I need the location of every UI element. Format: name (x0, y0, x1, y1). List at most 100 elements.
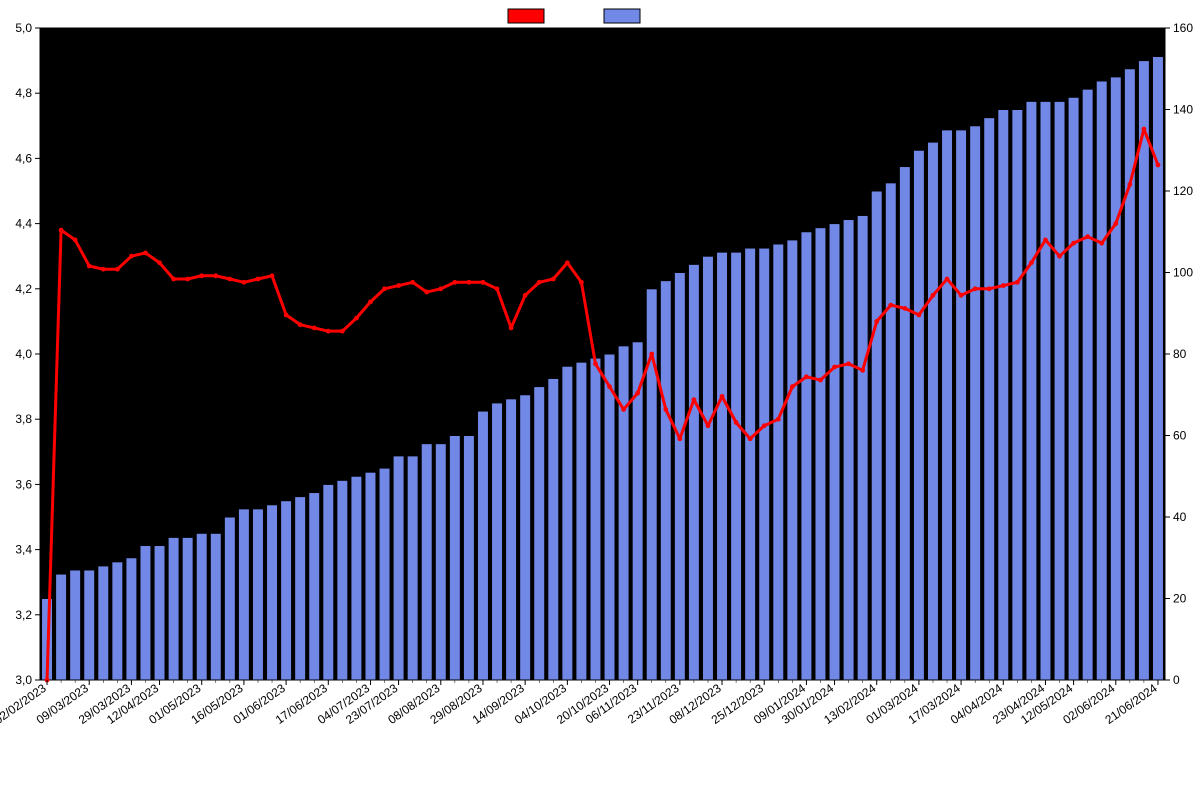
y-left-tick-label: 4,6 (15, 151, 32, 165)
bar (899, 167, 910, 680)
line-marker (888, 303, 893, 308)
bar (998, 110, 1009, 681)
line-marker (424, 290, 429, 295)
bar (942, 130, 953, 680)
line-marker (1127, 182, 1132, 187)
bar (534, 387, 545, 680)
bar (1068, 97, 1079, 680)
y-right-tick-label: 120 (1173, 184, 1193, 198)
bar (407, 456, 418, 680)
line-marker (818, 378, 823, 383)
line-marker (270, 273, 275, 278)
legend-swatch (604, 9, 640, 23)
bar (267, 505, 278, 680)
line-marker (185, 277, 190, 282)
y-left-tick-label: 3,4 (15, 543, 32, 557)
line-marker (1029, 260, 1034, 265)
combo-chart: 3,03,23,43,63,84,04,24,44,64,85,00204060… (0, 0, 1200, 800)
bar (1054, 101, 1065, 680)
y-left-tick-label: 4,2 (15, 282, 32, 296)
line-marker (242, 280, 247, 285)
y-right-tick-label: 40 (1173, 510, 1187, 524)
bar (646, 289, 657, 680)
bar (927, 142, 938, 680)
line-marker (1099, 241, 1104, 246)
line-marker (776, 417, 781, 422)
line-marker (663, 407, 668, 412)
line-marker (115, 267, 120, 272)
line-marker (593, 361, 598, 366)
bar (477, 411, 488, 680)
line-marker (354, 316, 359, 321)
bar (717, 252, 728, 680)
line-marker (762, 423, 767, 428)
y-left-tick-label: 4,8 (15, 86, 32, 100)
bar (731, 252, 742, 680)
line-marker (931, 293, 936, 298)
bar (745, 248, 756, 680)
bar (660, 281, 671, 680)
bar (309, 493, 320, 680)
line-marker (452, 280, 457, 285)
line-marker (284, 312, 289, 317)
bar (281, 501, 292, 680)
x-axis: 02/02/202309/03/202329/03/202312/04/2023… (0, 680, 1160, 727)
line-marker (467, 280, 472, 285)
line-marker (874, 319, 879, 324)
bar (1138, 61, 1149, 680)
line-marker (706, 423, 711, 428)
bar (492, 403, 503, 680)
line-marker (748, 436, 753, 441)
bar (829, 224, 840, 680)
line-marker (846, 361, 851, 366)
line-marker (199, 273, 204, 278)
line-marker (1085, 234, 1090, 239)
line-marker (396, 283, 401, 288)
line-marker (438, 286, 443, 291)
line-marker (326, 329, 331, 334)
line-marker (227, 277, 232, 282)
bar (112, 562, 123, 680)
line-marker (1071, 241, 1076, 246)
bar (787, 240, 798, 680)
line-marker (973, 286, 978, 291)
bar (548, 378, 559, 680)
line-marker (649, 352, 654, 357)
bar (337, 480, 348, 680)
bar (520, 395, 531, 680)
bar (224, 517, 235, 680)
bar (238, 509, 249, 680)
legend (508, 9, 640, 23)
y-right-tick-label: 160 (1173, 21, 1193, 35)
bar (871, 191, 882, 680)
line-marker (959, 293, 964, 298)
bar (56, 574, 67, 680)
bar (1124, 69, 1135, 680)
bar (210, 533, 221, 680)
bar (379, 468, 390, 680)
bar (857, 215, 868, 680)
bar (1012, 110, 1023, 681)
bar (252, 509, 263, 680)
bar (98, 566, 109, 680)
y-right-tick-label: 0 (1173, 673, 1180, 687)
line-marker (720, 394, 725, 399)
line-marker (635, 391, 640, 396)
bar (196, 533, 207, 680)
y-right-tick-label: 60 (1173, 429, 1187, 443)
line-marker (902, 306, 907, 311)
line-marker (917, 312, 922, 317)
bar (70, 570, 81, 680)
bar (393, 456, 404, 680)
bar (815, 228, 826, 680)
bar (365, 472, 376, 680)
bar (843, 220, 854, 680)
bar (913, 150, 924, 680)
line-marker (734, 420, 739, 425)
y-right-tick-label: 80 (1173, 347, 1187, 361)
line-marker (945, 277, 950, 282)
bar (351, 476, 362, 680)
line-marker (1142, 127, 1147, 132)
line-marker (677, 436, 682, 441)
y-left-tick-label: 3,8 (15, 412, 32, 426)
